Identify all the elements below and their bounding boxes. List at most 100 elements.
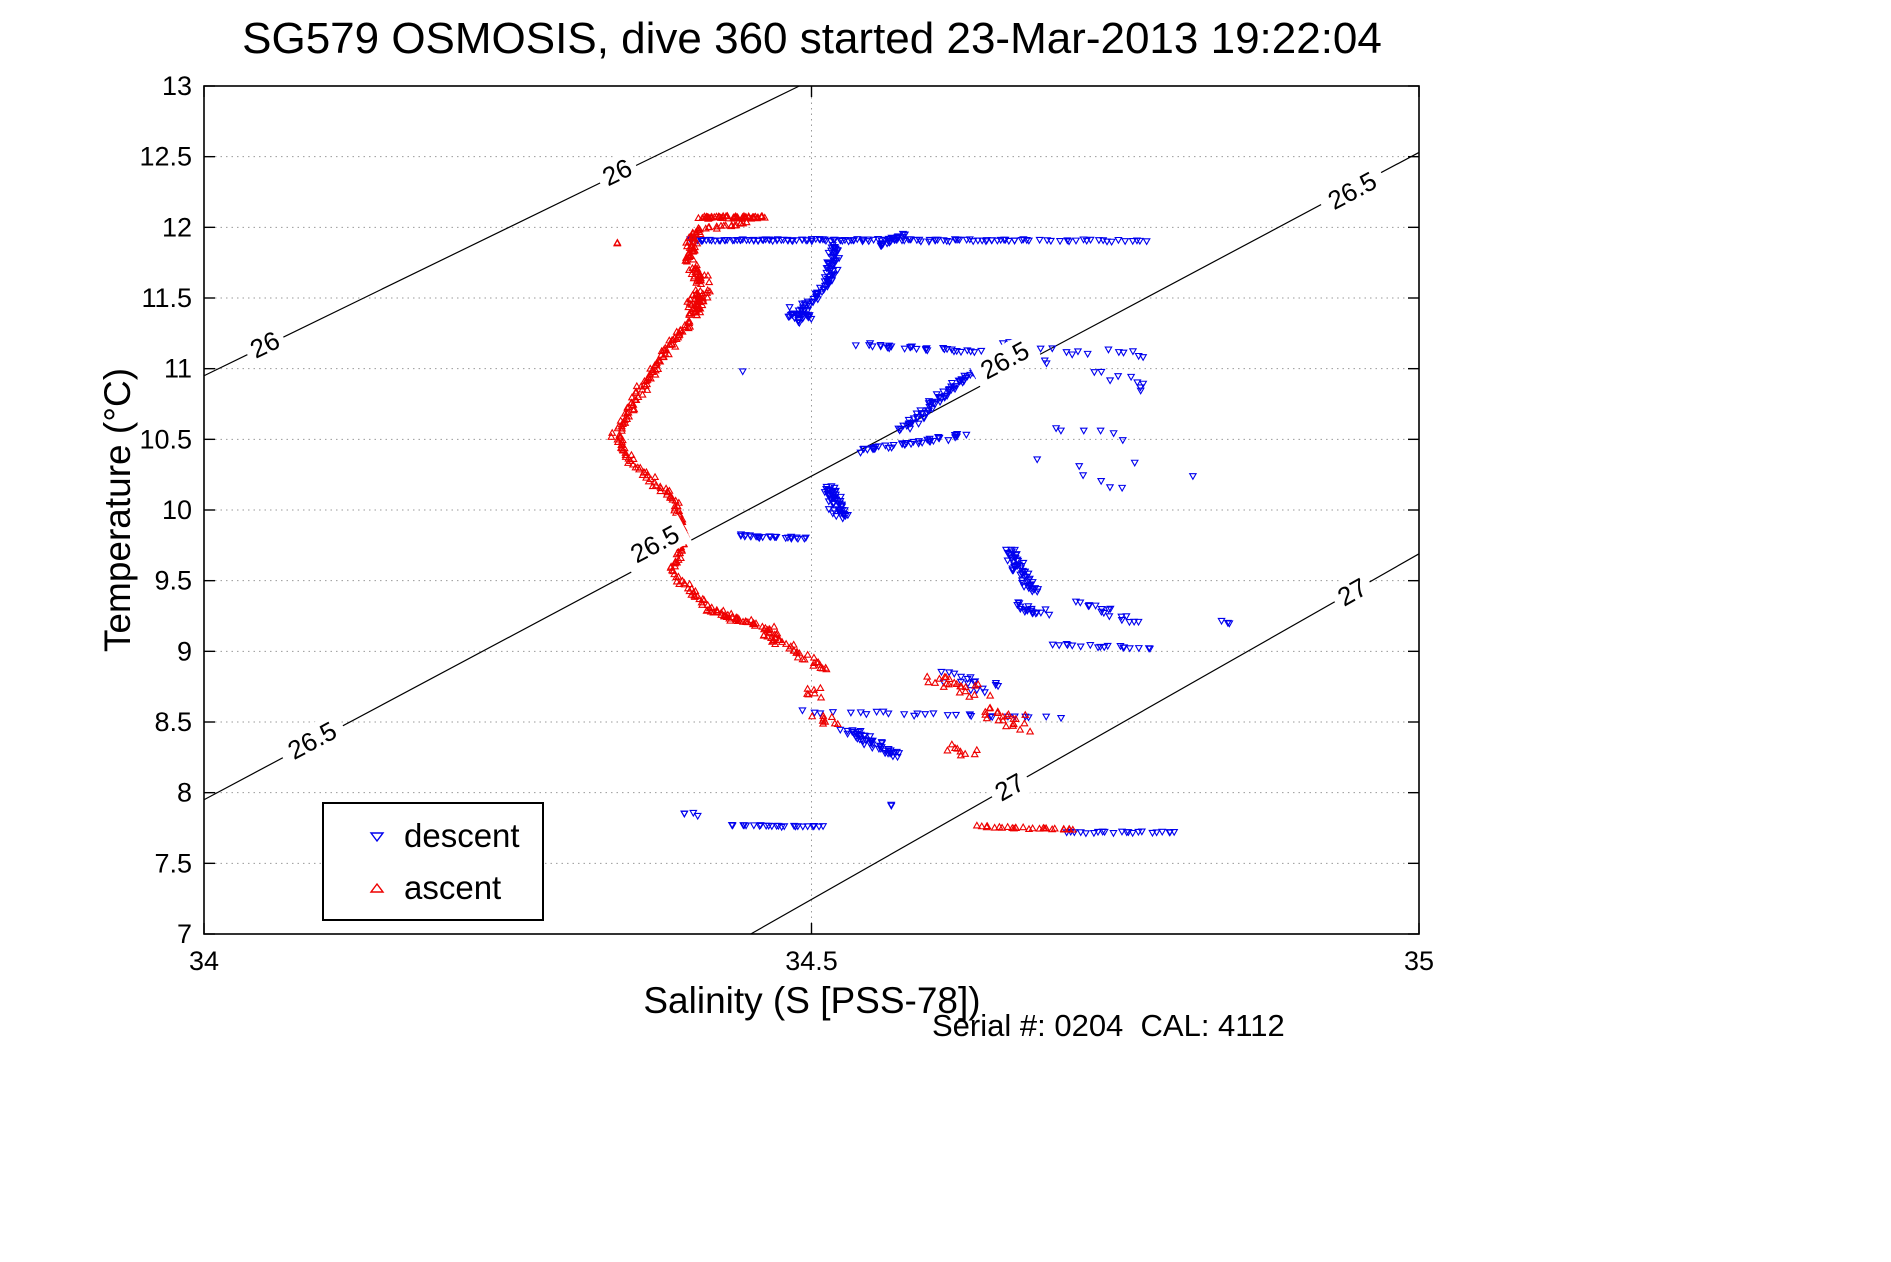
- x-axis-label: Salinity (S [PSS-78]): [643, 980, 981, 1021]
- descent-marker: [1089, 830, 1099, 838]
- isopycnal-label-group: 26.5: [275, 711, 350, 770]
- ascent-marker: [703, 271, 713, 279]
- ascent-marker: [685, 579, 694, 588]
- descent-marker: [918, 410, 927, 418]
- ascent-marker: [1009, 719, 1018, 728]
- ascent-marker: [689, 255, 698, 263]
- descent-marker: [1122, 613, 1131, 621]
- descent-marker: [792, 237, 801, 245]
- descent-marker: [796, 306, 806, 314]
- ascent-marker: [1015, 725, 1025, 733]
- descent-marker: [810, 709, 819, 717]
- ascent-marker: [993, 708, 1002, 716]
- descent-marker: [1107, 238, 1116, 246]
- ascent-marker: [667, 340, 677, 348]
- descent-marker: [1008, 565, 1017, 573]
- descent-marker: [1079, 236, 1088, 244]
- descent-marker: [1117, 484, 1127, 493]
- descent-marker: [1114, 349, 1123, 357]
- ascent-marker: [816, 683, 825, 691]
- x-tick-label: 34: [189, 946, 219, 976]
- ascent-marker: [731, 212, 740, 220]
- ascent-marker: [970, 749, 979, 758]
- descent-marker: [960, 372, 969, 380]
- ascent-marker: [803, 684, 812, 692]
- descent-marker: [953, 430, 962, 439]
- ascent-marker: [716, 221, 726, 229]
- descent-marker: [915, 236, 924, 245]
- isopycnal-label-group: 27: [984, 764, 1035, 810]
- ascent-marker: [698, 600, 707, 608]
- descent-marker: [1217, 617, 1226, 626]
- descent-marker: [829, 494, 838, 503]
- descent-marker: [1137, 828, 1146, 836]
- descent-marker: [736, 237, 745, 245]
- descent-marker: [1048, 345, 1057, 353]
- descent-marker: [1113, 373, 1123, 381]
- ascent-marker: [671, 342, 680, 350]
- ascent-marker: [793, 653, 803, 661]
- descent-marker: [801, 534, 810, 542]
- ascent-marker: [994, 716, 1003, 724]
- ascent-marker: [644, 477, 653, 485]
- ascent-marker: [985, 703, 995, 711]
- isopycnal-label-group: 26: [592, 149, 642, 195]
- ascent-marker: [986, 691, 995, 699]
- descent-marker: [1126, 373, 1136, 382]
- descent-marker: [1022, 237, 1031, 245]
- descent-marker: [1128, 829, 1137, 838]
- descent-marker: [1033, 456, 1042, 464]
- ascent-marker: [726, 221, 736, 230]
- descent-marker: [749, 822, 758, 830]
- descent-marker: [1139, 380, 1148, 388]
- descent-marker: [957, 376, 966, 384]
- ascent-marker: [641, 381, 650, 389]
- ascent-marker: [667, 566, 677, 574]
- descent-marker: [972, 686, 981, 695]
- ascent-marker: [685, 310, 694, 318]
- descent-marker: [970, 349, 979, 357]
- descent-marker: [1136, 387, 1145, 395]
- descent-marker: [804, 302, 814, 311]
- descent-marker: [934, 434, 943, 442]
- ascent-marker: [816, 663, 825, 672]
- tick-labels: 34 34.5 35 7 7.5 8 8.5 9 9.5 10 10.5 11 11.5 12 12.5 13: [139, 71, 1434, 976]
- descent-marker: [978, 685, 987, 693]
- descent-marker: [874, 443, 883, 451]
- descent-marker: [1096, 427, 1105, 435]
- descent-marker: [746, 533, 756, 541]
- descent-marker: [966, 687, 975, 695]
- ascent-marker: [763, 632, 772, 640]
- descent-marker: [1019, 583, 1029, 591]
- descent-marker: [942, 392, 952, 401]
- ascent-marker: [833, 719, 842, 727]
- descent-marker: [1024, 237, 1034, 245]
- ascent-marker: [973, 679, 983, 688]
- ascent-marker: [759, 631, 768, 639]
- descent-marker: [951, 711, 961, 720]
- descent-marker: [1008, 567, 1017, 575]
- descent-marker: [879, 708, 888, 716]
- descent-marker: [863, 236, 872, 244]
- ascent-marker: [1011, 823, 1020, 831]
- ascent-marker: [971, 681, 980, 689]
- label-mask: [592, 149, 642, 195]
- descent-marker-icon: [369, 831, 385, 842]
- descent-marker: [1135, 237, 1145, 246]
- serial-annotation: Serial #: 0204 CAL: 4112: [932, 1008, 1285, 1043]
- ascent-marker: [1068, 825, 1077, 833]
- isopycnal-label-group: 27: [1327, 569, 1377, 615]
- descent-marker: [925, 435, 934, 443]
- ascent-marker: [664, 350, 673, 358]
- descent-marker: [803, 823, 812, 831]
- descent-marker: [859, 741, 869, 749]
- descent-marker: [887, 802, 896, 810]
- descent-marker: [865, 342, 874, 350]
- ascent-marker: [767, 637, 777, 645]
- ascent-marker: [705, 287, 714, 295]
- ascent-marker: [935, 674, 944, 682]
- ascent-marker: [961, 686, 970, 695]
- descent-marker: [1119, 644, 1128, 652]
- descent-marker: [884, 745, 893, 754]
- descent-marker: [822, 269, 831, 278]
